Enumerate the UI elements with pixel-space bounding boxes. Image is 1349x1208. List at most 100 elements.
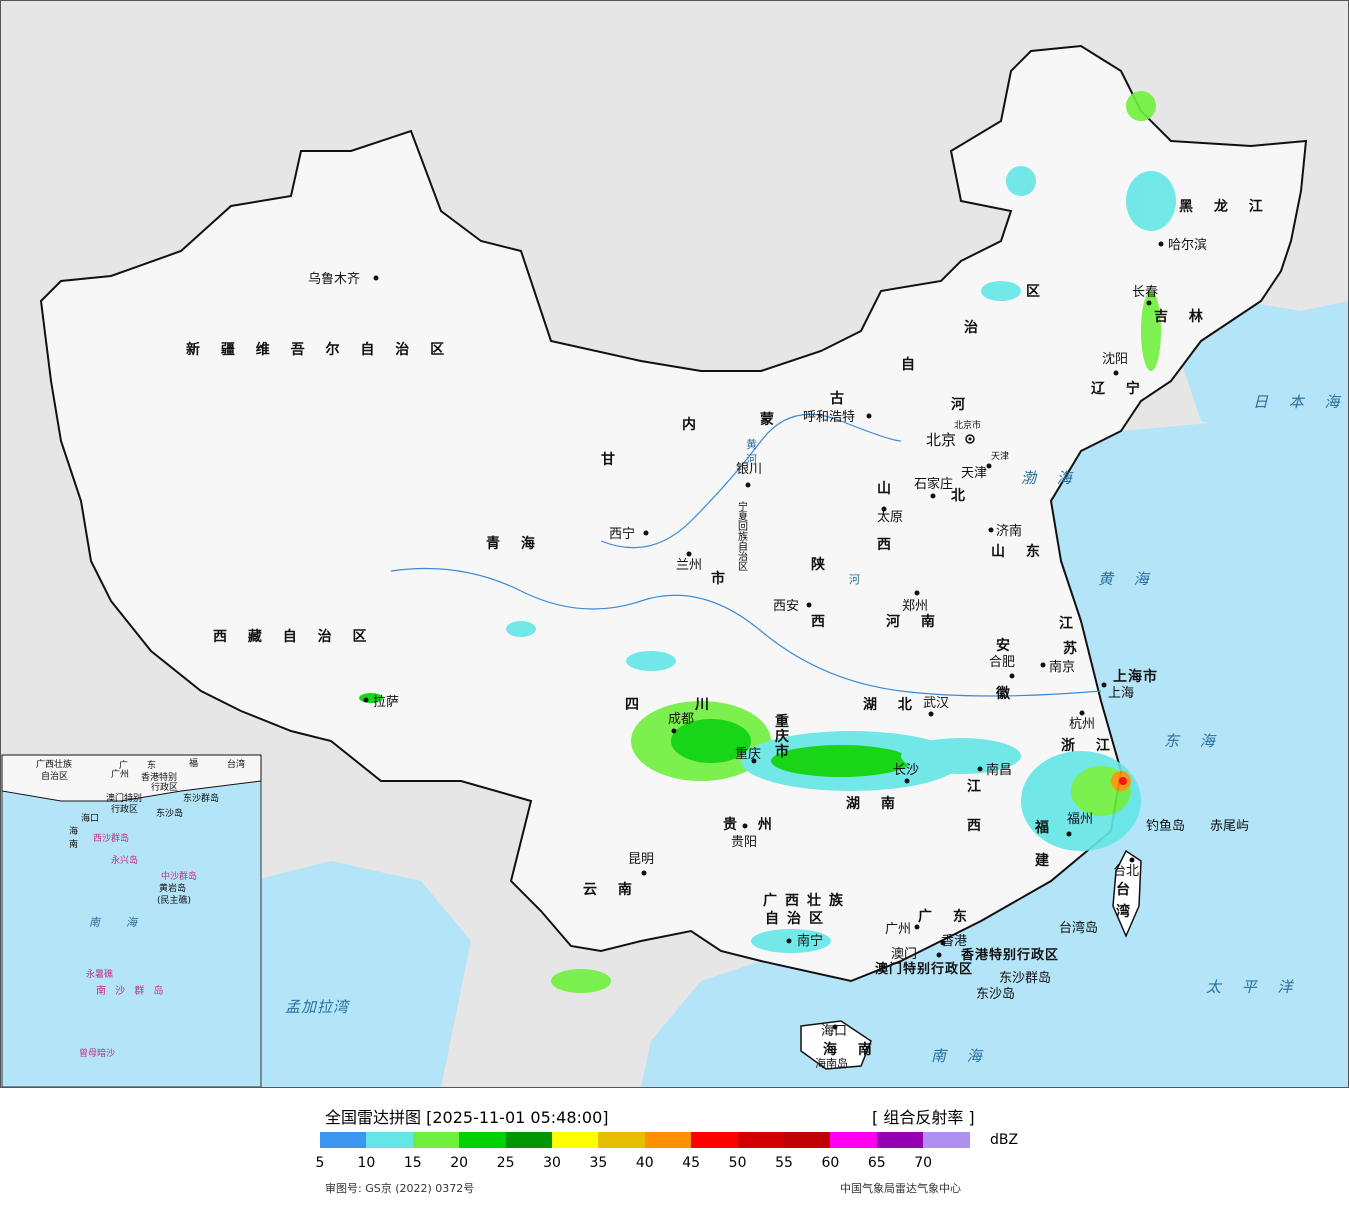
city-label: 兰州: [676, 558, 702, 573]
legend-swatch: [459, 1132, 506, 1148]
province-label: 海 南: [823, 1041, 880, 1058]
city-label: 澳门: [891, 946, 917, 962]
legend-tick: 40: [635, 1155, 654, 1171]
legend-tick: 45: [682, 1155, 701, 1171]
sea-label: 渤 海: [1021, 469, 1080, 487]
south-china-sea-inset: [1, 754, 262, 1087]
province-label: 广 东: [918, 908, 975, 925]
inset-label: 东沙群岛: [183, 792, 219, 804]
inset-label: 广西壮族: [36, 758, 72, 770]
province-label: 四: [625, 697, 647, 713]
legend-tick: 15: [403, 1155, 422, 1171]
city-label: 台北: [1113, 864, 1139, 879]
inset-label: 中沙群岛: [161, 870, 197, 882]
inset-label: 西沙群岛: [93, 832, 129, 844]
city-label: 重庆: [735, 746, 761, 762]
inset-label: 广州: [111, 768, 129, 780]
province-label: 贵 州: [723, 816, 780, 833]
city-label: 香港: [941, 934, 967, 949]
inset-label: 南: [69, 838, 78, 850]
city-label: 武汉: [923, 696, 949, 711]
province-label: 陕: [811, 556, 833, 573]
radar-echoes: [359, 91, 1176, 993]
sea-bengal: [251, 861, 471, 1087]
legend-tick: 10: [357, 1155, 376, 1171]
city-label: 石家庄: [914, 476, 953, 492]
taiwan-land: [1112, 849, 1142, 938]
rivers: [390, 413, 1102, 697]
province-label: 湖 北: [863, 697, 920, 713]
province-labels: 新 疆 维 吾 尔 自 治 区 西 藏 自 治 区 青 海 甘 四 川 云 南 …: [186, 198, 1271, 1058]
city-label: 南京: [1049, 659, 1075, 675]
inset-label: 东沙岛: [156, 807, 183, 819]
river-label: 河: [849, 573, 860, 586]
province-label: 治: [964, 319, 986, 336]
city-label: 长春: [1132, 285, 1158, 300]
city-label: 北京市: [954, 419, 981, 431]
city-label: 太原: [877, 510, 903, 525]
province-label: 西 藏 自 治 区: [213, 628, 375, 645]
city-label: 南宁: [797, 933, 823, 949]
city-label: 福州: [1067, 812, 1093, 827]
province-label: 市: [775, 743, 797, 760]
unit-label: dBZ: [990, 1132, 1019, 1148]
province-label: 台: [1116, 881, 1138, 898]
legend-swatch: [598, 1132, 645, 1148]
province-label: 云 南: [583, 881, 640, 898]
city-label: 台湾岛: [1059, 920, 1098, 936]
province-label: 蒙: [760, 411, 782, 428]
province-label: 市: [711, 570, 733, 587]
city-markers: [363, 241, 1164, 1030]
map-title: 全国雷达拼图 [2025-11-01 05:48:00]: [325, 1108, 609, 1127]
inset-label: 香港特别: [141, 771, 177, 783]
province-label: 青 海: [486, 535, 543, 552]
province-label: 山: [877, 481, 899, 497]
river-labels: 黄 河 河: [746, 437, 860, 586]
province-label: 古: [830, 390, 852, 407]
city-label: 东沙群岛: [999, 970, 1051, 986]
legend-tick: 70: [914, 1155, 933, 1171]
province-label: 宁夏回族自治区: [736, 500, 748, 571]
province-label: 北: [951, 488, 973, 504]
inset-label: 行政区: [151, 781, 178, 793]
province-label: 湖 南: [846, 795, 903, 812]
city-label: 南昌: [986, 762, 1012, 778]
radar-map: 新 疆 维 吾 尔 自 治 区 西 藏 自 治 区 青 海 甘 四 川 云 南 …: [0, 0, 1349, 1088]
source-label: 中国气象局雷达气象中心: [840, 1182, 961, 1195]
inset-label: 南: [89, 916, 108, 929]
hainan-land: [800, 1020, 872, 1070]
approval-number: 审图号: GS京 (2022) 0372号: [325, 1182, 475, 1195]
inset-label: 曾母暗沙: [79, 1047, 115, 1059]
city-label: 合肥: [989, 655, 1015, 670]
city-label: 上海: [1108, 686, 1134, 701]
river-label: 河: [746, 453, 757, 466]
inset-label: 永兴岛: [111, 854, 138, 866]
inset-label: 行政区: [111, 803, 138, 815]
legend-swatch: [644, 1132, 692, 1148]
province-label: 苏: [1063, 640, 1085, 657]
river-label: 黄: [746, 437, 757, 451]
legend-swatch: [320, 1132, 367, 1148]
province-label: 浙 江: [1061, 737, 1118, 754]
legend-swatch: [737, 1132, 784, 1148]
inset-label: 自治区: [41, 770, 68, 782]
legend-swatch: [830, 1132, 877, 1148]
legend-tick: 25: [496, 1155, 515, 1171]
city-label: 钓鱼岛: [1146, 818, 1185, 834]
province-label: 辽 宁: [1091, 380, 1148, 397]
city-label: 海口: [821, 1024, 847, 1039]
city-label: 东沙岛: [976, 986, 1015, 1002]
province-label: 甘: [601, 451, 623, 468]
city-label: 天津: [991, 451, 1009, 462]
inset-label: 海: [69, 825, 78, 837]
inset-label: 黄岩岛: [159, 882, 186, 894]
legend-tick: 65: [867, 1155, 886, 1171]
province-label: 安: [996, 637, 1018, 654]
legend-swatch: [412, 1132, 460, 1148]
sea-east: [641, 361, 1348, 1087]
inset-label: 台湾: [227, 758, 245, 770]
province-label: 西: [877, 537, 899, 553]
sea-label: 东 海: [1164, 732, 1223, 750]
legend-swatch: [923, 1132, 970, 1148]
province-label: 黑 龙 江: [1179, 198, 1271, 215]
